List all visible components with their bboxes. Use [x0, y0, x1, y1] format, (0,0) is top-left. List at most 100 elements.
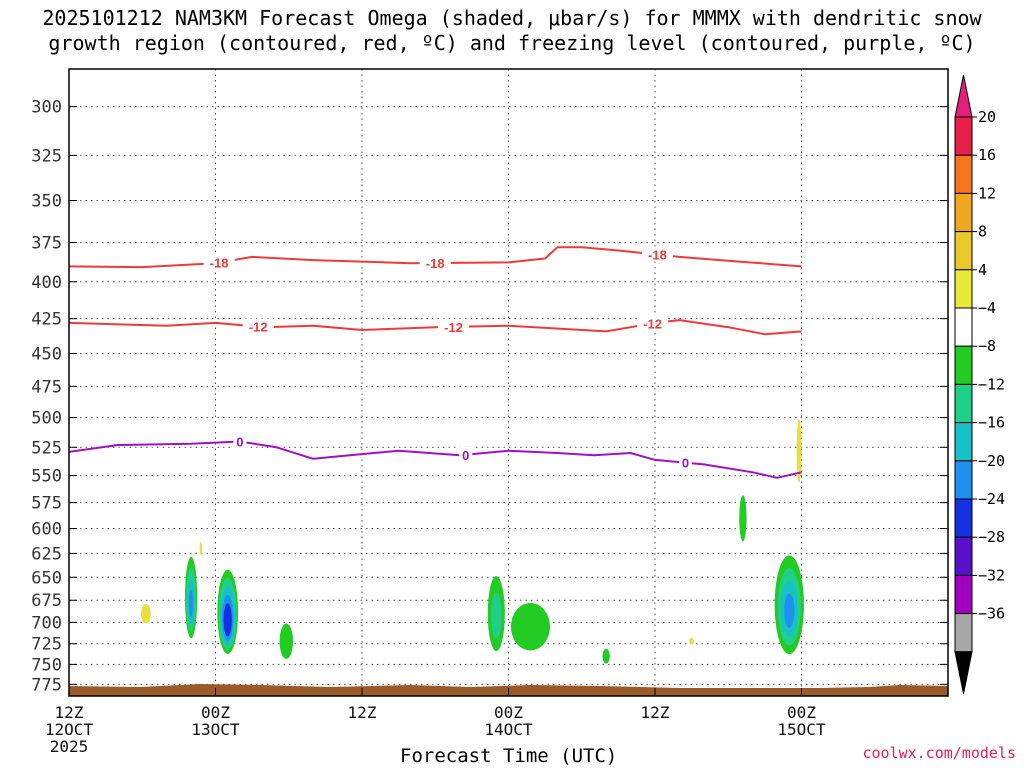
omega-ascent-region — [510, 602, 551, 651]
omega-ascent-region — [217, 569, 239, 654]
contour-label: -18 — [210, 256, 229, 271]
contour-label: -18 — [648, 248, 667, 263]
contour-label-bg — [637, 315, 669, 331]
colorbar-swatch — [954, 231, 973, 271]
omega-band — [784, 593, 795, 628]
omega-band — [199, 541, 203, 556]
y-tick-label: 550 — [31, 467, 62, 487]
chart-title-line-2: growth region (contoured, red, ºC) and f… — [48, 31, 976, 55]
contour-label: 0 — [462, 448, 469, 463]
x-tick-label: 13OCT — [191, 720, 240, 739]
omega-descent-region — [141, 603, 151, 624]
x-tick-label: 15OCT — [777, 720, 826, 739]
y-tick-label: 425 — [31, 310, 62, 330]
colorbar-swatch — [954, 269, 973, 309]
colorbar-swatch — [954, 422, 973, 462]
contour-label: -18 — [426, 256, 445, 271]
colorbar-label: 20 — [978, 108, 996, 126]
colorbar-label: −28 — [978, 528, 1005, 546]
y-tick-label: 725 — [31, 635, 62, 655]
contour-label-bg — [233, 433, 247, 449]
y-tick-label: 375 — [31, 233, 62, 253]
colorbar-label: −8 — [978, 337, 996, 355]
colorbar-label: −20 — [978, 452, 1005, 470]
omega-band — [141, 603, 151, 624]
x-tick-label: 12Z — [641, 703, 670, 722]
colorbar-label: −24 — [978, 490, 1005, 508]
y-tick-label: 650 — [31, 568, 62, 588]
colorbar-swatch — [954, 307, 973, 347]
y-axis: 300 325 350 375 400 425 450 475 500 525 550 575 600 6… — [31, 98, 948, 695]
contour-line — [69, 440, 802, 479]
y-tick-label: 350 — [31, 191, 62, 211]
omega-band — [279, 623, 294, 659]
colorbar-swatch — [954, 536, 973, 576]
omega-shading — [141, 419, 804, 664]
colorbar-swatch — [954, 383, 973, 424]
x-tick-label: 00Z — [201, 703, 230, 722]
y-tick-label: 400 — [31, 273, 62, 293]
contour-label-bg — [203, 254, 235, 270]
contour-label-bg — [419, 255, 451, 271]
omega-descent-region — [199, 541, 203, 556]
x-tick-label: 00Z — [494, 703, 523, 722]
omega-ascent-region — [487, 576, 505, 652]
y-tick-label: 300 — [31, 98, 62, 118]
y-tick-label: 700 — [31, 613, 62, 633]
omega-band — [188, 589, 194, 618]
y-tick-label: 475 — [31, 377, 62, 397]
omega-descent-region — [796, 419, 802, 483]
colorbar-swatch — [954, 154, 973, 194]
contour-label-bg — [438, 318, 470, 334]
colorbar-swatch — [954, 116, 973, 156]
colorbar-swatch — [954, 574, 973, 615]
y-tick-label: 625 — [31, 544, 62, 564]
colorbar: 20 16 12 8 4 −4 −8 −12 −16 −20 −24 −28 −32 −36 — [954, 74, 1005, 694]
y-tick-label: 500 — [31, 409, 62, 429]
contour-label-bg — [242, 318, 274, 334]
colorbar-swatch — [954, 613, 973, 653]
omega-band — [491, 592, 502, 639]
contour-label: 0 — [236, 434, 243, 449]
colorbar-swatch — [954, 192, 973, 233]
colorbar-swatch — [954, 460, 973, 500]
contour-label-bg — [459, 446, 473, 462]
contour-label-bg — [679, 454, 693, 470]
y-tick-label: 600 — [31, 520, 62, 540]
colorbar-label: 12 — [978, 184, 996, 202]
colorbar-label: −32 — [978, 566, 1005, 584]
omega-ascent-region — [602, 648, 610, 664]
colorbar-swatch — [954, 345, 973, 385]
omega-ascent-region — [184, 556, 198, 639]
contour-label: -12 — [249, 320, 268, 335]
credit-link[interactable]: coolwx.com/models — [862, 744, 1016, 762]
omega-band — [739, 495, 747, 542]
contour-label: 0 — [682, 456, 689, 471]
contour-label: -12 — [643, 316, 662, 331]
y-tick-label: 575 — [31, 494, 62, 514]
omega-band — [225, 611, 231, 633]
x-tick-label: 00Z — [787, 703, 816, 722]
omega-descent-region — [689, 637, 695, 645]
colorbar-swatch — [954, 498, 973, 538]
x-tick-label: 14OCT — [484, 720, 533, 739]
x-axis-title: Forecast Time (UTC) — [400, 745, 618, 767]
colorbar-label: −12 — [978, 375, 1005, 393]
colorbar-label: 4 — [978, 261, 987, 279]
x-tick-year-label: 2025 — [50, 737, 89, 756]
omega-ascent-region — [739, 495, 747, 542]
chart-title-line-1: 2025101212 NAM3KM Forecast Omega (shaded… — [42, 6, 982, 30]
omega-band — [510, 602, 551, 651]
colorbar-label: 16 — [978, 146, 996, 164]
colorbar-label: −4 — [978, 299, 996, 317]
colorbar-label: −36 — [978, 605, 1005, 623]
y-tick-label: 775 — [31, 675, 62, 695]
colorbar-label: −16 — [978, 414, 1005, 432]
contour-label: -12 — [444, 320, 463, 335]
y-tick-label: 450 — [31, 344, 62, 364]
y-tick-label: 750 — [31, 655, 62, 675]
y-tick-label: 525 — [31, 438, 62, 458]
y-tick-label: 325 — [31, 146, 62, 166]
